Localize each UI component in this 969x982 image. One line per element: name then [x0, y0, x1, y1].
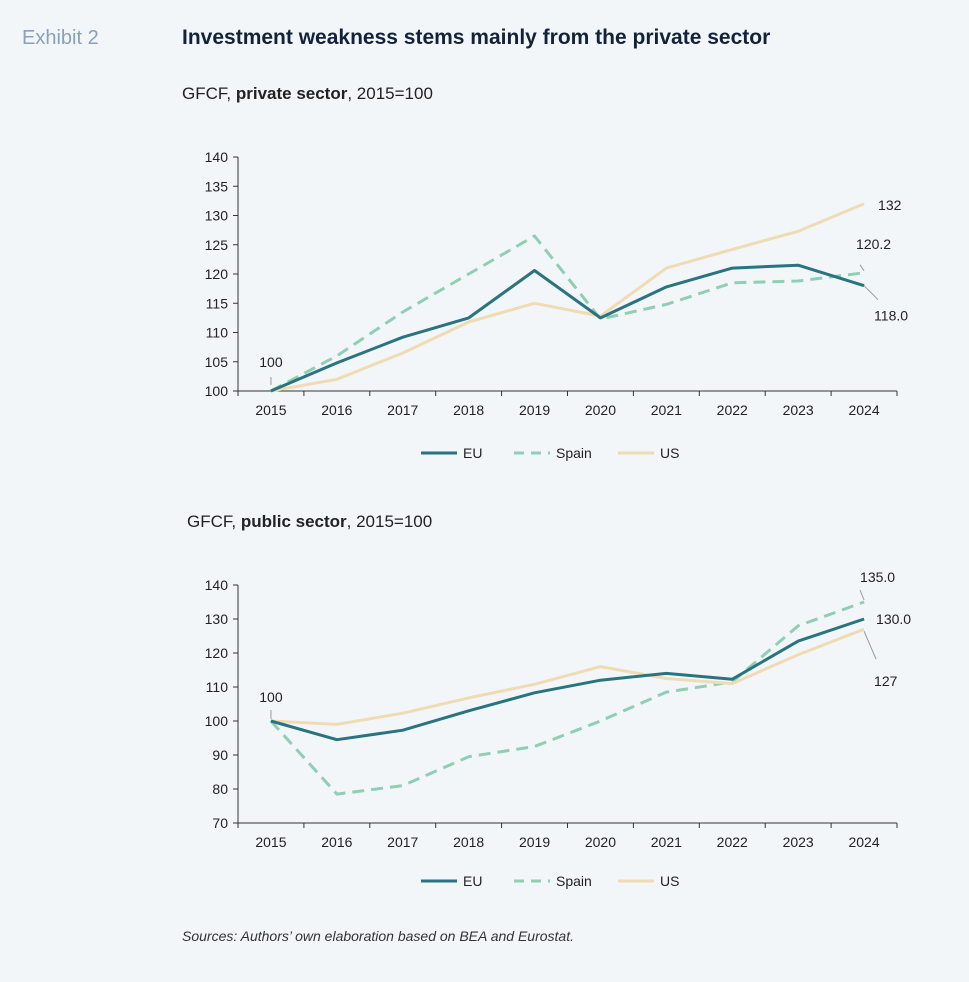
page-title: Investment weakness stems mainly from th…	[182, 26, 771, 49]
y-tick-label: 90	[212, 747, 228, 763]
x-tick-label: 2022	[717, 834, 748, 850]
data-label: 127	[874, 673, 898, 689]
y-tick-label: 100	[205, 713, 229, 729]
legend-label-eu: EU	[463, 445, 482, 461]
x-tick-label: 2017	[387, 834, 418, 850]
series-line-eu	[270, 263, 865, 393]
chart-1-title-bold: private sector	[235, 84, 348, 103]
x-tick-label: 2016	[321, 402, 352, 418]
data-label: 120.2	[856, 236, 891, 252]
exhibit-label: Exhibit 2	[22, 27, 99, 49]
sources-note: Sources: Authors’ own elaboration based …	[182, 928, 574, 944]
legend-label-us: US	[660, 445, 679, 461]
legend: EU Spain US	[421, 445, 679, 461]
y-tick-label: 100	[205, 383, 229, 399]
data-label: 130.0	[876, 611, 911, 627]
x-tick-label: 2015	[255, 834, 286, 850]
y-tick-label: 115	[206, 295, 229, 311]
legend-label-spain: Spain	[556, 873, 592, 889]
x-tick-label: 2019	[519, 402, 550, 418]
public-sector-chart: 70 80 90 100 110 120 130 140 2015 2016 2017 2018 201…	[205, 569, 912, 889]
x-tick-label: 2020	[585, 402, 616, 418]
x-tick-label: 2023	[783, 834, 814, 850]
annotation-leader	[859, 264, 865, 272]
series-line-us	[270, 627, 865, 726]
x-tick-label: 2018	[453, 402, 484, 418]
legend-label-us: US	[660, 873, 679, 889]
series-line-eu	[270, 617, 865, 742]
chart-1-title: GFCF, private sector, 2015=100	[182, 84, 433, 104]
x-tick-label: 2018	[453, 834, 484, 850]
series-line-spain	[269, 600, 865, 796]
x-tick-label: 2017	[387, 402, 418, 418]
y-tick-label: 120	[205, 645, 229, 661]
series-line-spain	[270, 234, 865, 393]
y-tick-label: 70	[212, 815, 228, 831]
data-label: 100	[259, 354, 283, 370]
y-tick-label: 120	[205, 266, 229, 282]
data-label: 100	[259, 689, 283, 705]
legend: EU Spain US	[421, 873, 679, 889]
x-tick-label: 2016	[321, 834, 352, 850]
chart-1-title-suffix: , 2015=100	[347, 84, 433, 103]
x-tick-label: 2020	[585, 834, 616, 850]
chart-2-title-suffix: , 2015=100	[346, 512, 433, 531]
legend-label-eu: EU	[463, 873, 482, 889]
chart-2-title: GFCF, public sector, 2015=100	[187, 512, 432, 532]
annotation-leader	[859, 589, 865, 601]
annotation-leader	[863, 631, 877, 660]
x-tick-label: 2019	[519, 834, 550, 850]
private-sector-chart: 100 105 110 115 120 125 130 135 140 2015 2016 2017 2…	[205, 149, 909, 461]
x-tick-label: 2021	[651, 402, 682, 418]
chart-1-title-prefix: GFCF,	[182, 84, 236, 103]
y-tick-label: 110	[206, 679, 229, 695]
legend-label-spain: Spain	[556, 445, 592, 461]
x-tick-label: 2023	[783, 402, 814, 418]
y-tick-label: 80	[212, 781, 228, 797]
y-tick-label: 135	[205, 178, 229, 194]
annotation-leader	[863, 285, 879, 301]
x-tick-label: 2022	[717, 402, 748, 418]
data-label: 132	[878, 197, 902, 213]
series-line-us	[270, 202, 865, 393]
chart-2-title-prefix: GFCF,	[187, 512, 241, 531]
data-label: 135.0	[860, 569, 895, 585]
y-tick-label: 125	[205, 237, 229, 253]
y-tick-label: 130	[205, 611, 229, 627]
y-tick-label: 140	[205, 577, 229, 593]
x-tick-label: 2021	[651, 834, 682, 850]
x-tick-label: 2015	[255, 402, 286, 418]
data-label: 118.0	[874, 308, 908, 324]
x-tick-label: 2024	[848, 834, 879, 850]
y-tick-label: 140	[205, 149, 229, 165]
y-tick-label: 105	[205, 354, 229, 370]
chart-2-title-bold: public sector	[240, 512, 347, 531]
y-tick-label: 110	[206, 325, 229, 341]
x-tick-label: 2024	[848, 402, 879, 418]
y-tick-label: 130	[205, 208, 229, 224]
